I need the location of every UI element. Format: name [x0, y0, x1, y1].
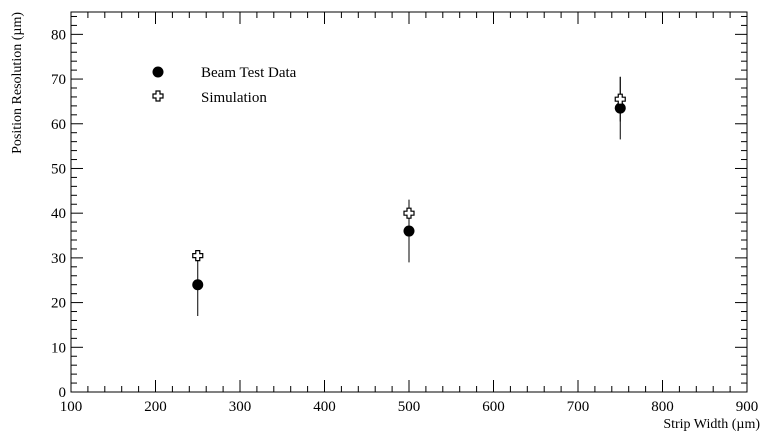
- series-beam-test-data: [192, 76, 626, 316]
- data-point: [614, 93, 626, 105]
- data-point: [403, 225, 415, 237]
- x-tick-label: 500: [398, 399, 421, 415]
- data-point: [192, 279, 204, 291]
- y-tick-label: 30: [51, 251, 66, 267]
- x-tick-label: 700: [567, 399, 590, 415]
- legend-marker-simulation: [152, 90, 164, 102]
- data-point: [403, 207, 415, 219]
- x-tick-label: 100: [60, 399, 83, 415]
- tick-labels: 100 200 300 400 500 600 700 800 900 0 10 20 30 40 50 60…: [51, 27, 758, 415]
- data-points: [192, 76, 626, 316]
- legend-label-simulation: Simulation: [201, 90, 267, 106]
- x-tick-label: 600: [482, 399, 505, 415]
- y-tick-label: 80: [51, 27, 66, 43]
- x-tick-label: 400: [313, 399, 336, 415]
- x-tick-label: 200: [144, 399, 167, 415]
- legend-marker-beam-test-data: [152, 66, 164, 78]
- axis-ticks: [70, 12, 748, 393]
- x-tick-label: 900: [736, 399, 759, 415]
- legend-label-beam-test-data: Beam Test Data: [201, 65, 297, 81]
- data-point: [192, 250, 204, 262]
- y-tick-label: 10: [51, 340, 66, 356]
- y-tick-label: 70: [51, 72, 66, 88]
- x-tick-label: 800: [651, 399, 674, 415]
- legend: Beam Test Data Simulation: [152, 65, 297, 106]
- y-tick-label: 50: [51, 161, 66, 177]
- series-simulation: [192, 76, 626, 262]
- y-tick-label: 0: [59, 385, 67, 401]
- y-tick-label: 20: [51, 296, 66, 312]
- x-tick-label: 300: [229, 399, 252, 415]
- y-tick-label: 60: [51, 117, 66, 133]
- y-axis-title: Position Resolution (µm): [10, 12, 25, 154]
- y-tick-label: 40: [51, 206, 66, 222]
- x-axis-title: Strip Width (µm): [663, 417, 760, 432]
